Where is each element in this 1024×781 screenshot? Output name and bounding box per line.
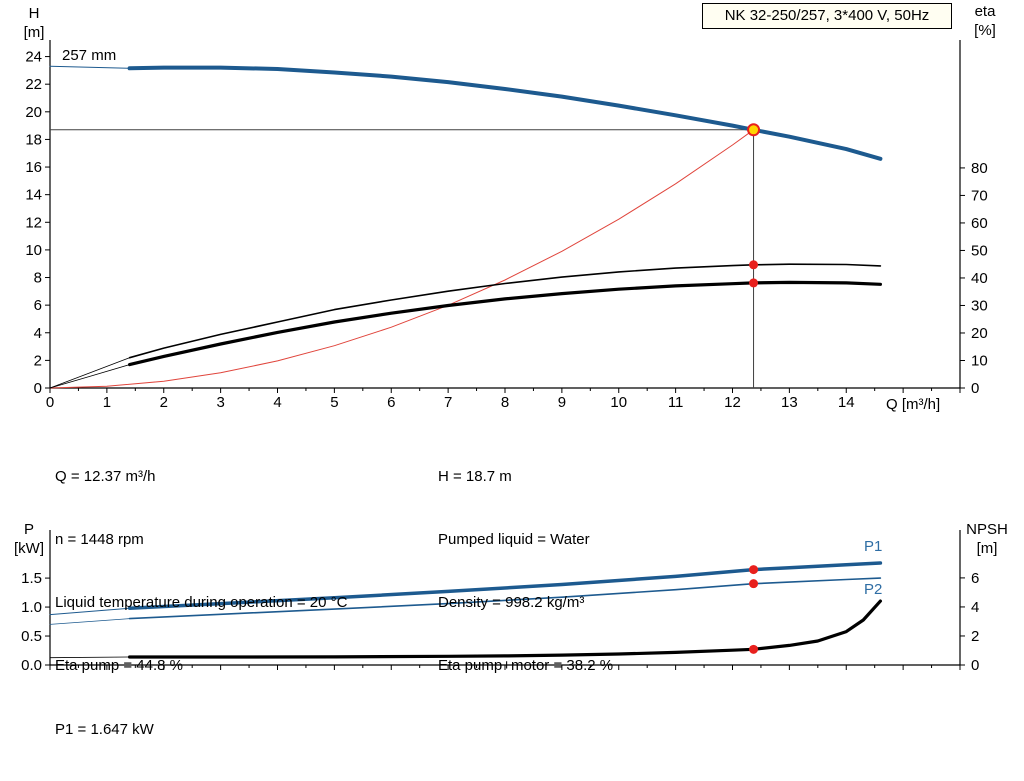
duty-info-right-column: H = 18.7 m Pumped liquid = Water Density… (438, 424, 613, 718)
tick-label: 0 (971, 657, 979, 674)
p2-curve-label: P2 (864, 581, 883, 598)
tick-label: 5 (330, 394, 338, 411)
h-axis-title-unit: [m] (23, 24, 45, 41)
tick-label: 12 (25, 214, 42, 231)
tick-label: 0 (971, 380, 979, 397)
npsh-duty-dot (749, 644, 759, 654)
tick-label: 6 (387, 394, 395, 411)
tick-label: 10 (971, 352, 988, 369)
tick-label: 3 (216, 394, 224, 411)
tick-label: 2 (160, 394, 168, 411)
tick-label: 13 (781, 394, 798, 411)
pump-title-box: NK 32-250/257, 3*400 V, 50Hz (702, 3, 952, 29)
npsh-curve (128, 599, 883, 659)
info-line-liquid: Pumped liquid = Water (438, 531, 590, 548)
npsh-axis-title-symbol: NPSH (966, 521, 1008, 538)
duty-point-crosshair (50, 129, 755, 388)
duty-info-left-column: Q = 12.37 m³/h n = 1448 rpm Liquid tempe… (55, 424, 347, 718)
npsh-curve-extension (49, 656, 131, 659)
eta-pump-motor-curve (128, 280, 883, 367)
p1-duty-dot (749, 565, 759, 575)
tick-label: 2 (971, 628, 979, 645)
tick-label: 60 (971, 215, 988, 232)
tick-label: 10 (610, 394, 627, 411)
tick-label: 0 (34, 380, 42, 397)
npsh-axis-title: NPSH [m] (956, 520, 1018, 558)
tick-label: 70 (971, 187, 988, 204)
p-axis-title-symbol: P (23, 521, 34, 538)
tick-label: 1 (103, 394, 111, 411)
tick-label: 16 (25, 159, 42, 176)
info-line-eta-pump: Eta pump = 44.8 % (55, 657, 183, 674)
tick-label: 0.0 (21, 657, 42, 674)
head-curve-extension (49, 65, 131, 69)
tick-label: 8 (501, 394, 509, 411)
tick-label: 20 (25, 104, 42, 121)
h-axis-title-symbol: H (28, 5, 40, 22)
info-line-h: H = 18.7 m (438, 468, 512, 485)
eta-pump-motor-curve-extension (49, 364, 131, 389)
tick-label: 30 (971, 297, 988, 314)
tick-label: 4 (273, 394, 281, 411)
eta-axis-title-symbol: eta (974, 3, 996, 20)
p2-curve (128, 577, 882, 620)
tick-label: 1.5 (21, 570, 42, 587)
npsh-axis-title-unit: [m] (976, 540, 998, 557)
info-line-eta-pump-motor: Eta pump+motor = 38.2 % (438, 657, 614, 674)
duty-point-marker (747, 123, 761, 137)
tick-label: 2 (34, 352, 42, 369)
tick-label: 0.5 (21, 628, 42, 645)
head-curve-257mm (127, 65, 883, 161)
tick-label: 20 (971, 325, 988, 342)
tick-label: 4 (971, 599, 979, 616)
eta-pump-duty-dot (749, 260, 759, 270)
tick-label: 80 (971, 160, 988, 177)
tick-label: 1.0 (21, 599, 42, 616)
tick-label: 50 (971, 242, 988, 259)
system-curve (49, 129, 754, 389)
p1-curve (127, 561, 883, 610)
tick-label: 4 (34, 325, 42, 342)
tick-label: 14 (838, 394, 855, 411)
impeller-diameter-label: 257 mm (62, 47, 117, 64)
tick-label: 14 (25, 187, 42, 204)
tick-label: 18 (25, 131, 42, 148)
tick-label: 6 (34, 297, 42, 314)
info-line-temperature: Liquid temperature during operation = 20… (55, 594, 348, 611)
tick-label: 22 (25, 76, 42, 93)
eta-pump-curve-extension (49, 357, 131, 389)
p2-curve-extension (49, 618, 131, 625)
tick-label: 12 (724, 394, 741, 411)
eta-pump-motor-duty-dot (749, 278, 759, 288)
tick-label: 24 (25, 49, 42, 66)
info-line-density: Density = 998.2 kg/m³ (438, 594, 585, 611)
tick-label: 6 (971, 570, 979, 587)
info-line-p1: P1 = 1.647 kW (55, 721, 154, 738)
tick-label: 10 (25, 242, 42, 259)
power-info-block: P1 = 1.647 kW P2 = 1.404 kW NPSH = 1.08 … (55, 677, 397, 781)
q-axis-label: Q [m³/h] (886, 396, 941, 413)
tick-label: 8 (34, 270, 42, 287)
eta-axis-title: eta [%] (962, 2, 1008, 40)
p-axis-title: P [kW] (6, 520, 52, 558)
p-axis-title-unit: [kW] (14, 540, 44, 557)
tick-label: 7 (444, 394, 452, 411)
info-line-speed: n = 1448 rpm (55, 531, 144, 548)
h-axis-title: H [m] (13, 4, 55, 42)
tick-label: 0 (46, 394, 54, 411)
eta-axis-title-unit: [%] (974, 22, 996, 39)
tick-label: 9 (558, 394, 566, 411)
p2-duty-dot (749, 579, 759, 589)
tick-label: 11 (668, 394, 684, 411)
tick-label: 40 (971, 270, 988, 287)
p1-curve-label: P1 (864, 538, 883, 555)
eta-pump-curve (128, 263, 882, 359)
info-line-q: Q = 12.37 m³/h (55, 468, 156, 485)
p1-curve-extension (49, 607, 131, 616)
